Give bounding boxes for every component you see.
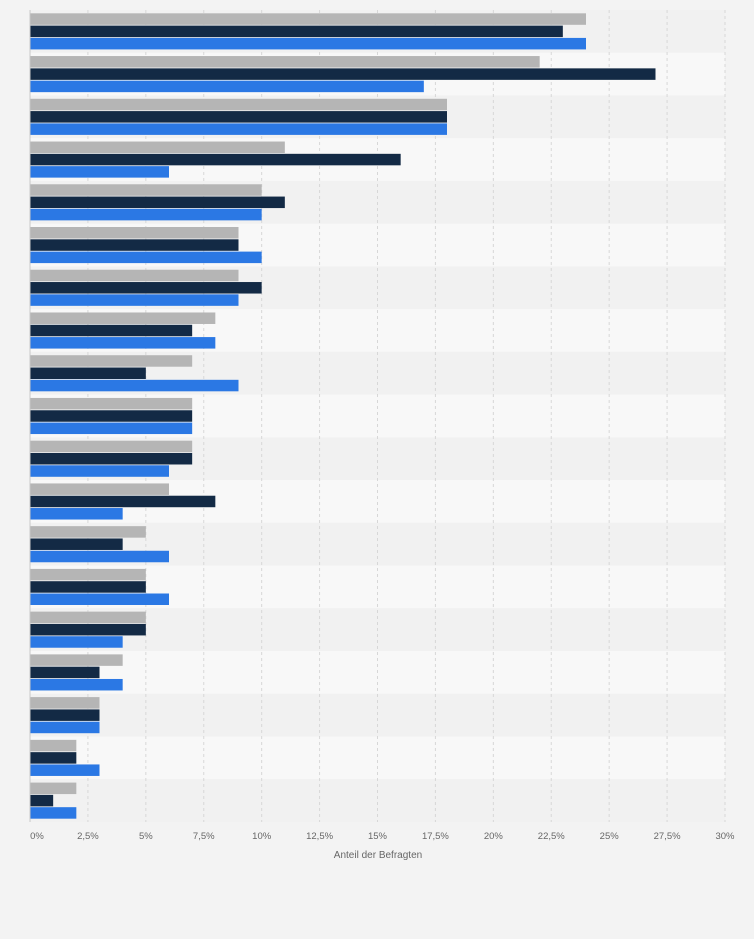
x-tick-label: 0%: [30, 831, 44, 842]
bar-series-2[interactable]: [30, 367, 146, 380]
bar-series-1[interactable]: [30, 13, 586, 25]
bar-series-1[interactable]: [30, 611, 146, 624]
bar-series-3[interactable]: [30, 550, 169, 563]
bar-series-2[interactable]: [30, 239, 239, 251]
bar-series-1[interactable]: [30, 483, 169, 495]
bar-series-3[interactable]: [30, 636, 123, 648]
x-tick-label: 2,5%: [77, 831, 99, 842]
x-tick-label: 25%: [600, 831, 620, 842]
bar-series-2[interactable]: [30, 111, 447, 123]
bar-series-3[interactable]: [30, 294, 239, 306]
bar-series-2[interactable]: [30, 68, 656, 80]
bar-series-2[interactable]: [30, 752, 77, 764]
bar-series-1[interactable]: [30, 654, 123, 666]
bar-series-3[interactable]: [30, 721, 100, 734]
bar-series-1[interactable]: [30, 355, 193, 367]
bar-series-3[interactable]: [30, 764, 100, 776]
x-tick-label: 30%: [715, 831, 735, 842]
bar-series-1[interactable]: [30, 526, 146, 538]
x-tick-label: 20%: [484, 831, 504, 842]
bar-series-2[interactable]: [30, 410, 193, 422]
x-axis-title: Anteil der Befragten: [334, 850, 422, 861]
bar-series-1[interactable]: [30, 697, 100, 709]
bar-series-3[interactable]: [30, 37, 586, 50]
bar-series-3[interactable]: [30, 422, 193, 435]
bar-series-2[interactable]: [30, 324, 193, 337]
bar-series-3[interactable]: [30, 593, 169, 605]
x-tick-label: 10%: [252, 831, 272, 842]
bar-series-1[interactable]: [30, 56, 540, 68]
bar-series-1[interactable]: [30, 312, 216, 324]
x-tick-label: 22,5%: [538, 831, 565, 842]
bar-series-3[interactable]: [30, 208, 262, 221]
bar-series-1[interactable]: [30, 98, 447, 111]
bar-series-2[interactable]: [30, 666, 100, 679]
bar-series-3[interactable]: [30, 508, 123, 520]
bar-series-3[interactable]: [30, 337, 216, 349]
bar-series-2[interactable]: [30, 25, 563, 38]
x-tick-label: 27,5%: [654, 831, 681, 842]
bar-series-3[interactable]: [30, 465, 169, 477]
bar-series-3[interactable]: [30, 123, 447, 135]
bar-series-2[interactable]: [30, 581, 146, 593]
x-tick-label: 5%: [139, 831, 153, 842]
bar-series-3[interactable]: [30, 166, 169, 178]
bar-series-3[interactable]: [30, 807, 77, 819]
bar-series-1[interactable]: [30, 141, 285, 154]
bar-series-1[interactable]: [30, 184, 262, 196]
bar-series-1[interactable]: [30, 440, 193, 453]
bar-series-3[interactable]: [30, 251, 262, 264]
bar-series-1[interactable]: [30, 227, 239, 239]
bar-series-2[interactable]: [30, 153, 401, 166]
bar-series-2[interactable]: [30, 538, 123, 550]
bar-series-2[interactable]: [30, 452, 193, 465]
bar-series-3[interactable]: [30, 678, 123, 691]
x-tick-labels: 0% 2,5% 5% 7,5% 10% 12,5% 15% 17,5% 20% 22,5% 25% 2…: [30, 831, 735, 842]
bar-series-1[interactable]: [30, 397, 193, 410]
bar-series-3[interactable]: [30, 379, 239, 392]
bar-series-2[interactable]: [30, 282, 262, 294]
bar-series-2[interactable]: [30, 495, 216, 508]
x-tick-label: 17,5%: [422, 831, 449, 842]
bar-series-2[interactable]: [30, 623, 146, 636]
bar-series-1[interactable]: [30, 739, 77, 752]
bar-series-1[interactable]: [30, 568, 146, 581]
x-tick-label: 7,5%: [193, 831, 215, 842]
x-tick-label: 12,5%: [306, 831, 333, 842]
bar-series-2[interactable]: [30, 709, 100, 721]
bar-series-1[interactable]: [30, 782, 77, 795]
bars: [30, 13, 656, 819]
bar-series-2[interactable]: [30, 794, 54, 807]
bar-series-1[interactable]: [30, 269, 239, 282]
bar-series-3[interactable]: [30, 80, 424, 93]
bar-series-2[interactable]: [30, 196, 285, 209]
x-tick-label: 15%: [368, 831, 388, 842]
